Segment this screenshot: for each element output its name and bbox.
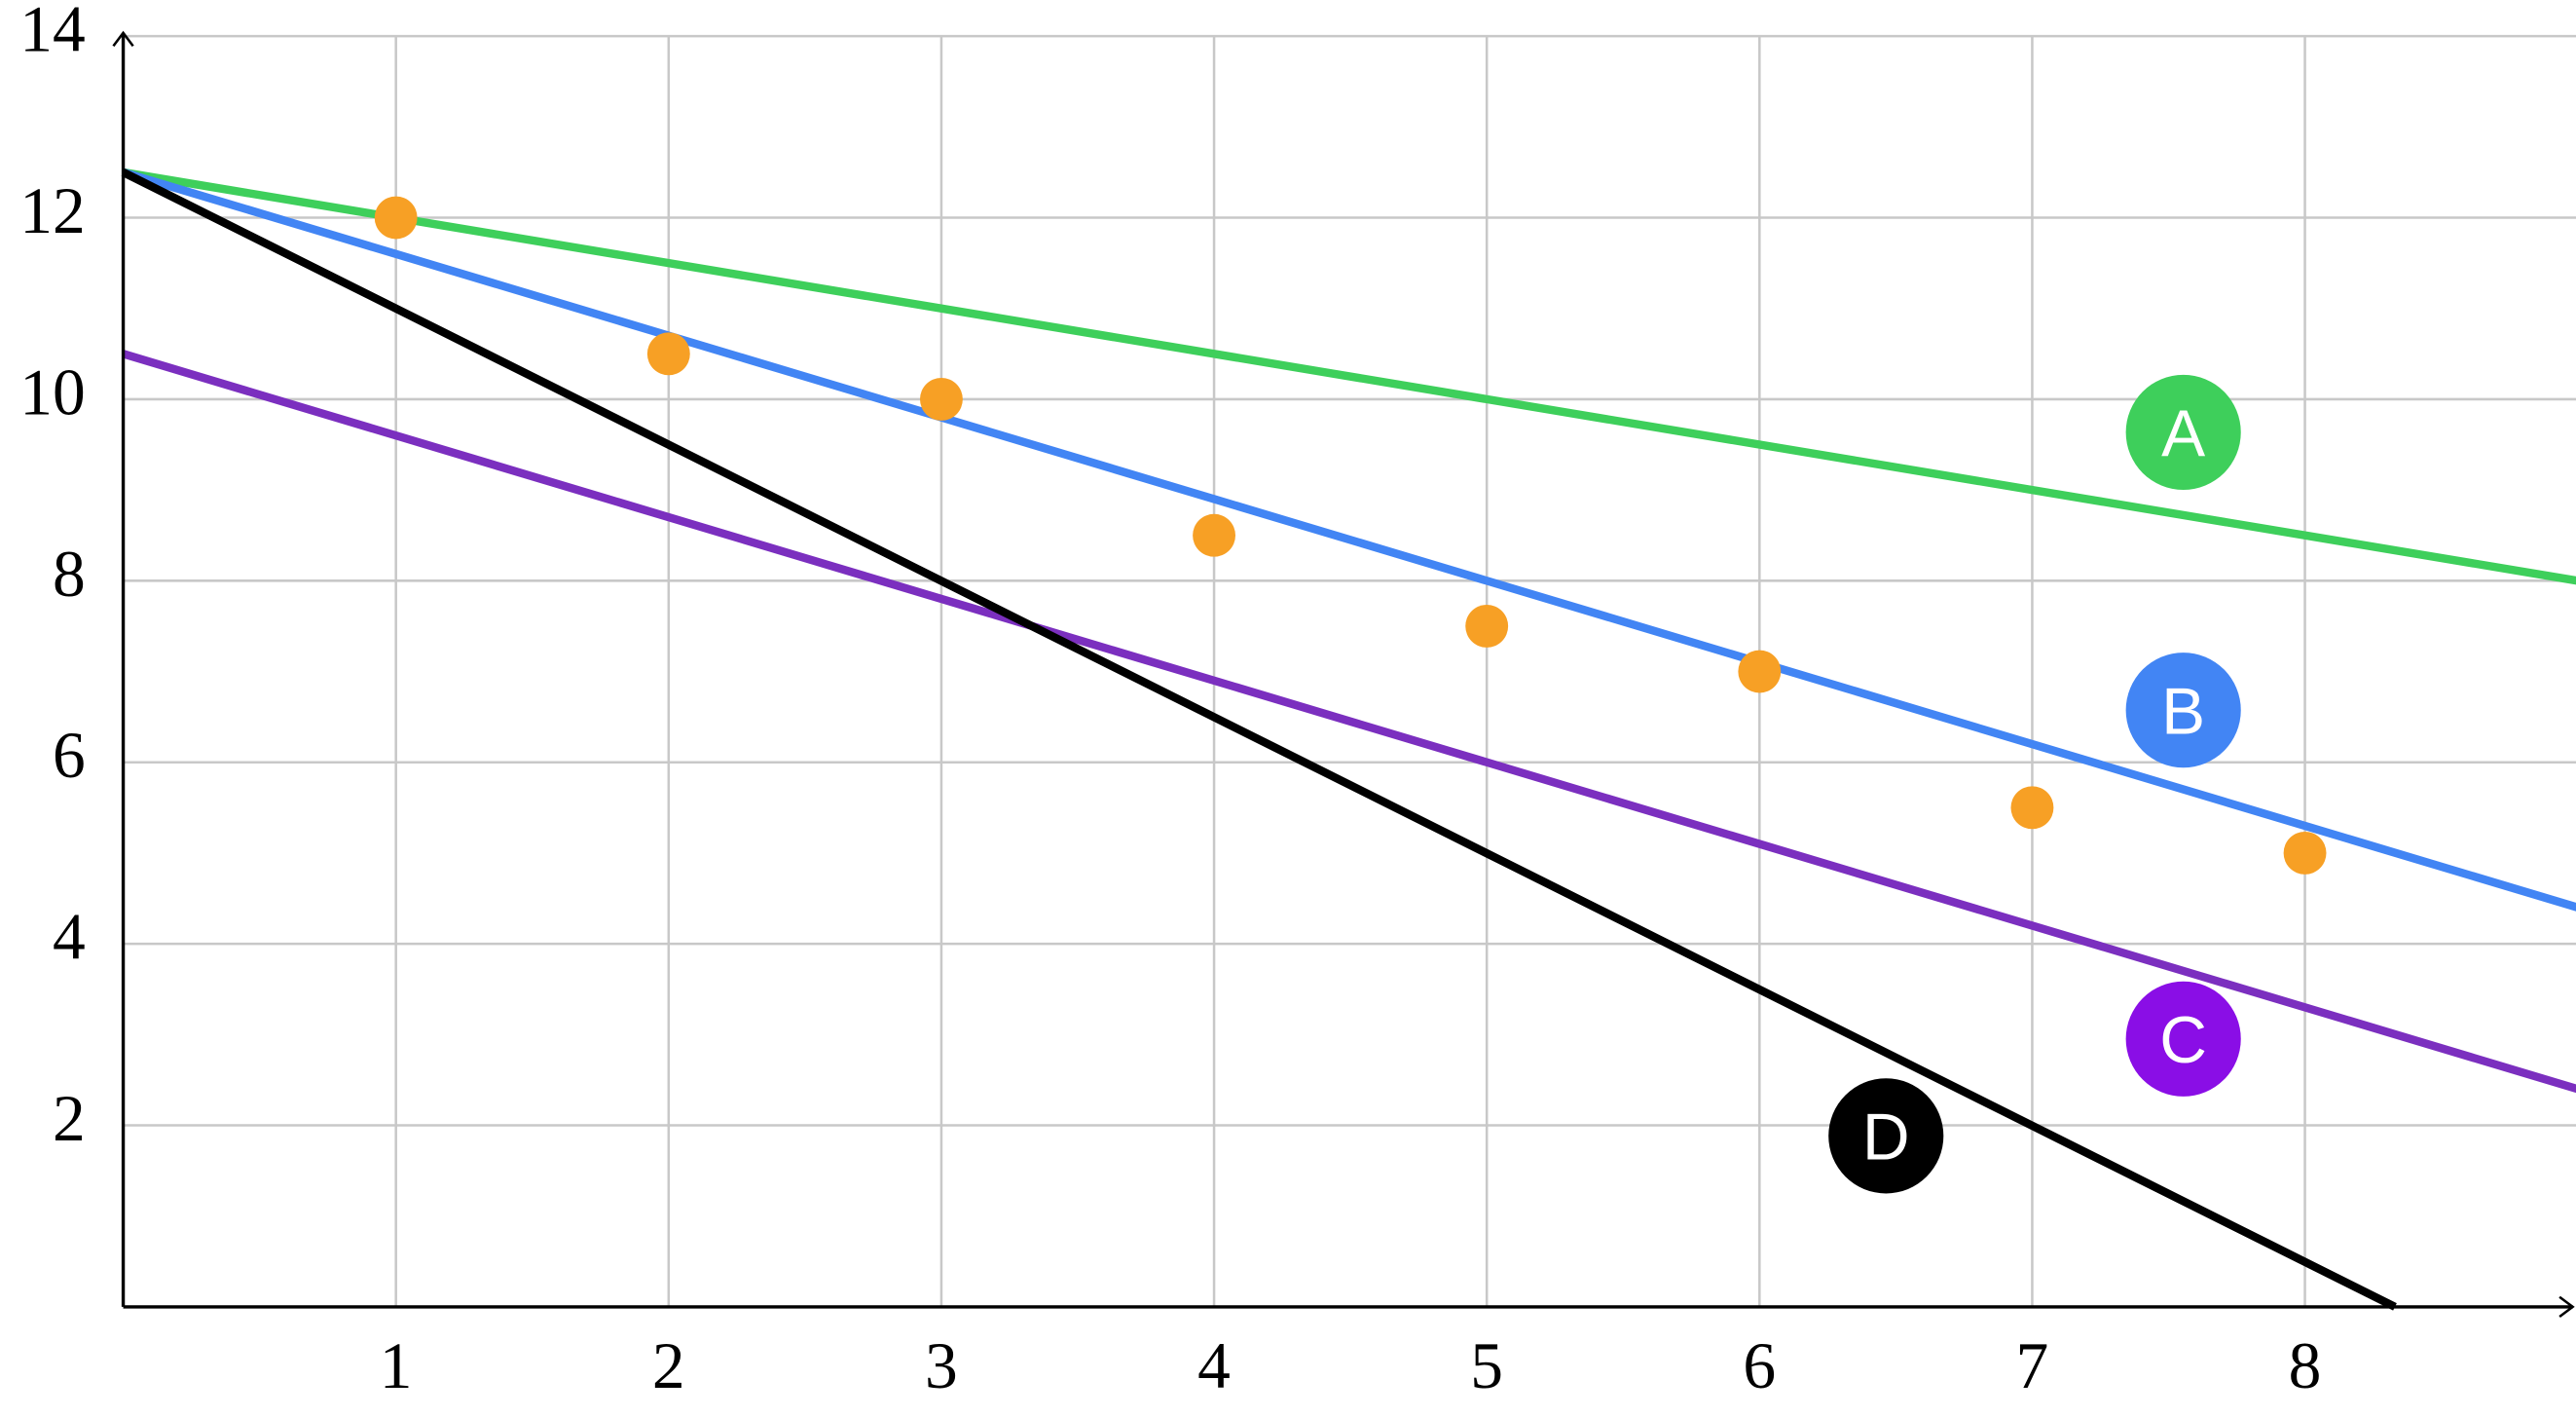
y-tick-label: 4: [53, 901, 86, 974]
series-line: [122, 168, 2576, 585]
y-tick-label: 8: [53, 538, 86, 611]
x-axis-arrow: [2558, 1295, 2575, 1319]
legend-label: B: [2161, 675, 2205, 748]
y-tick-label: 12: [19, 174, 85, 247]
x-tick-label: 3: [925, 1329, 958, 1402]
legend-label: A: [2161, 397, 2205, 470]
scatter-point: [1193, 513, 1235, 557]
x-tick-label: 6: [1743, 1329, 1776, 1402]
legend-badge: [2125, 981, 2241, 1097]
legend-label: C: [2159, 1004, 2207, 1077]
scatter-point: [2010, 786, 2054, 830]
scatter-point: [1465, 604, 1509, 648]
y-tick-label: 10: [19, 355, 85, 429]
x-tick-label: 5: [1470, 1329, 1503, 1402]
legend-badge: [2125, 653, 2241, 768]
scatter-point: [646, 332, 690, 376]
series-line: [122, 350, 2576, 1094]
y-tick-label: 6: [53, 719, 86, 792]
legend-label: D: [1862, 1101, 1910, 1175]
x-tick-label: 7: [2016, 1329, 2049, 1402]
y-tick-label: 2: [53, 1082, 86, 1155]
scatter-point: [920, 377, 963, 421]
x-tick-label: 8: [2289, 1329, 2322, 1402]
scatter-point: [374, 196, 418, 240]
scatter-point: [1738, 650, 1782, 693]
y-tick-label: 14: [19, 0, 85, 66]
series-line: [122, 168, 2576, 912]
legend-badge: [1828, 1078, 1944, 1194]
x-tick-label: 1: [380, 1329, 413, 1402]
scatter-point: [2283, 831, 2327, 875]
x-tick-label: 2: [652, 1329, 685, 1402]
y-axis-arrow: [112, 30, 134, 48]
x-tick-label: 4: [1197, 1329, 1231, 1402]
legend-badge: [2125, 374, 2241, 491]
series-line: [121, 168, 2397, 1311]
